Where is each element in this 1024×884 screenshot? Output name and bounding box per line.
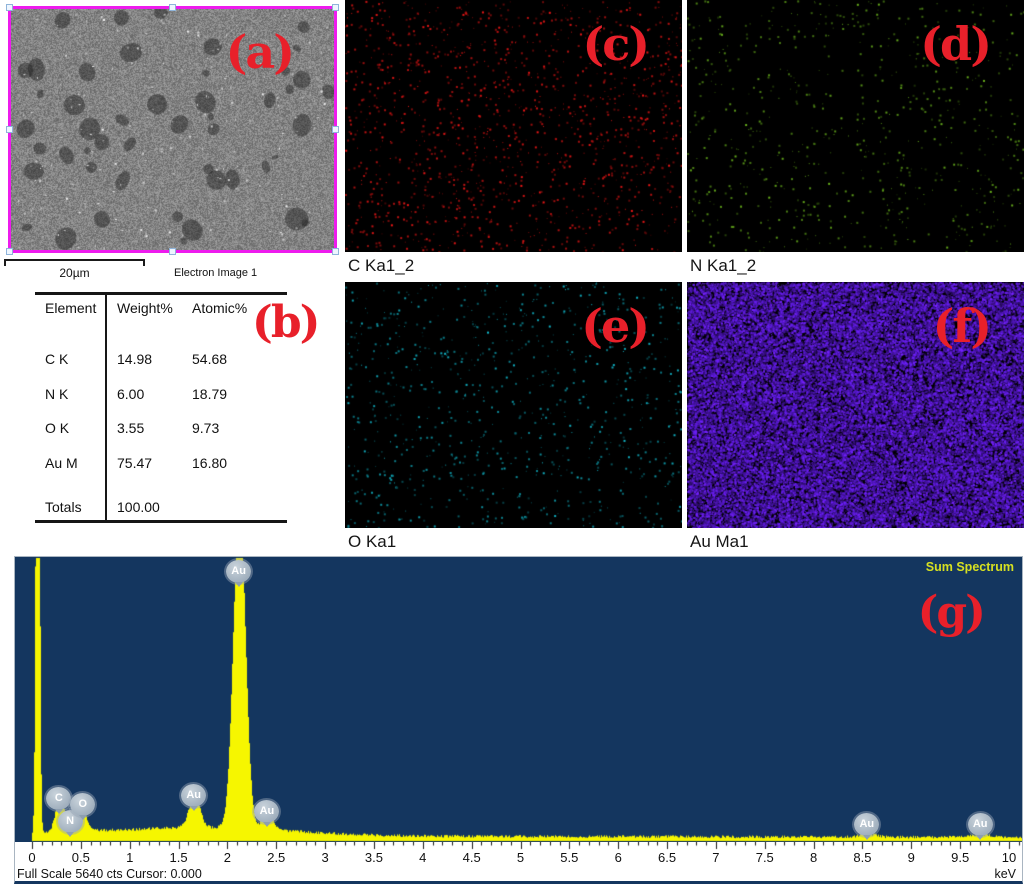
kev-unit-label: keV [994,867,1016,881]
scale-bar-label: 20µm [59,266,90,280]
axis-tick-label: 2 [223,850,232,865]
table-cell-weight: 3.55 [117,420,145,436]
table-cell-element: Au M [45,455,78,471]
full-scale-readout: Full Scale 5640 cts Cursor: 0.000 [17,867,202,881]
panel-letter-a: (a) [225,25,295,79]
scale-bar [4,259,145,266]
map-dots-canvas [687,282,1024,528]
panel-letter: (e) [581,299,650,353]
map-label: O Ka1 [348,532,397,551]
axis-tick-label: 1 [126,850,134,865]
table-header: Element [45,300,97,316]
table-header: Atomic% [192,300,248,316]
table-cell-weight: 14.98 [117,351,153,367]
spectrum-panel: Sum Spectrum (g) C N O Au Au Au Au Au 0 0.5 1 1.5 2… [14,556,1023,884]
element-table: Element Weight% Atomic% C K 14.98 54.68 N K 6.0… [35,292,320,523]
axis-tick-label: 0 [28,850,36,865]
panel-letter-b: (b) [252,297,320,348]
spectrum-plot: Sum Spectrum (g) C N O Au Au Au Au Au [15,557,1022,842]
map-dots-canvas [687,0,1024,252]
axis-tick-label: 9.5 [951,850,970,865]
table-cell-atomic: 18.79 [192,386,228,402]
axis-tick-label: 6.5 [658,850,677,865]
selection-handle [168,248,176,255]
panel-letter: (f) [932,299,992,353]
map-panel-au: (f) [687,282,1024,528]
axis-tick-label: 4.5 [462,850,481,865]
sem-caption-strip: 20µm Electron Image 1 [2,258,345,284]
map-dots-canvas [345,0,682,252]
table-column-divider [105,295,107,520]
axis-tick-label: 3 [321,850,329,865]
axis-tick-label: 8 [809,850,818,865]
axis-ticks [15,842,1022,851]
peak-label-balloon-n: N [57,810,83,838]
axis-tick-label: 1.5 [169,850,188,865]
axis-tick-label: 9 [907,850,915,865]
table-cell-weight: 75.47 [117,455,153,471]
table-cell-atomic: 16.80 [192,455,228,471]
peak-label-balloon-au: Au [254,800,280,828]
peak-label-balloon-au: Au [181,783,207,811]
table-cell-totals-value: 100.00 [117,499,160,515]
panel-letter: (c) [582,17,650,71]
axis-tick-label: 8.5 [853,850,872,865]
axis-tick-label: 0.5 [71,850,90,865]
spectrum-curve [15,557,1022,842]
peak-label-balloon-c: C [46,786,72,814]
selection-handle [332,4,339,11]
table-header: Weight% [117,300,173,316]
selection-handle [332,248,339,255]
map-panel-n: (d) [687,0,1024,252]
map-panel-o: (e) [345,282,682,528]
selection-handle [332,125,339,133]
panel-letter-g: (g) [917,587,986,638]
axis-tick-label: 2.5 [267,850,286,865]
table-cell-element: O K [45,420,70,436]
axis-tick-label: 3.5 [364,850,383,865]
map-label: N Ka1_2 [690,256,757,275]
peak-label-balloon-au: Au [226,559,252,587]
map-label: Au Ma1 [690,532,749,551]
axis-tick-label: 10 [1001,850,1017,865]
table-cell-atomic: 9.73 [192,420,220,436]
table-cell-totals-label: Totals [45,499,82,515]
table-cell-element: C K [45,351,69,367]
axis-tick-label: 7.5 [755,850,774,865]
electron-image-label: Electron Image 1 [174,267,258,279]
table-cell-element: N K [45,386,69,402]
map-dots-canvas [345,282,682,528]
peak-label-balloon-au: Au [967,813,993,841]
selection-handle [6,4,13,11]
axis-tick-label: 4 [419,850,427,865]
sem-panel: (a) 20µm Electron Image 1 [0,0,345,284]
map-label: C Ka1_2 [348,256,415,275]
map-panel-c: (c) [345,0,682,252]
spectrum-x-axis: 0 0.5 1 1.5 2 2.5 3 3.5 4 4.5 5 5.5 6 6.5 7 7.5 8 8.5 9 9.5… [15,842,1022,881]
peak-label-balloon-o: O [70,793,96,821]
sum-spectrum-label: Sum Spectrum [925,560,1014,574]
axis-tick-label: 5 [516,850,525,865]
selection-handle [6,125,13,133]
table-cell-atomic: 54.68 [192,351,228,367]
selection-handle [6,248,13,255]
panel-letter: (d) [920,17,992,71]
sem-selection-frame: (a) [6,4,339,255]
sem-electron-image [11,9,334,250]
peak-label-balloon-au: Au [854,813,880,841]
axis-tick-label: 7 [712,850,720,865]
selection-handle [168,4,176,11]
table-cell-weight: 6.00 [117,386,145,402]
axis-tick-label: 5.5 [560,850,579,865]
axis-tick-label: 6 [614,850,622,865]
